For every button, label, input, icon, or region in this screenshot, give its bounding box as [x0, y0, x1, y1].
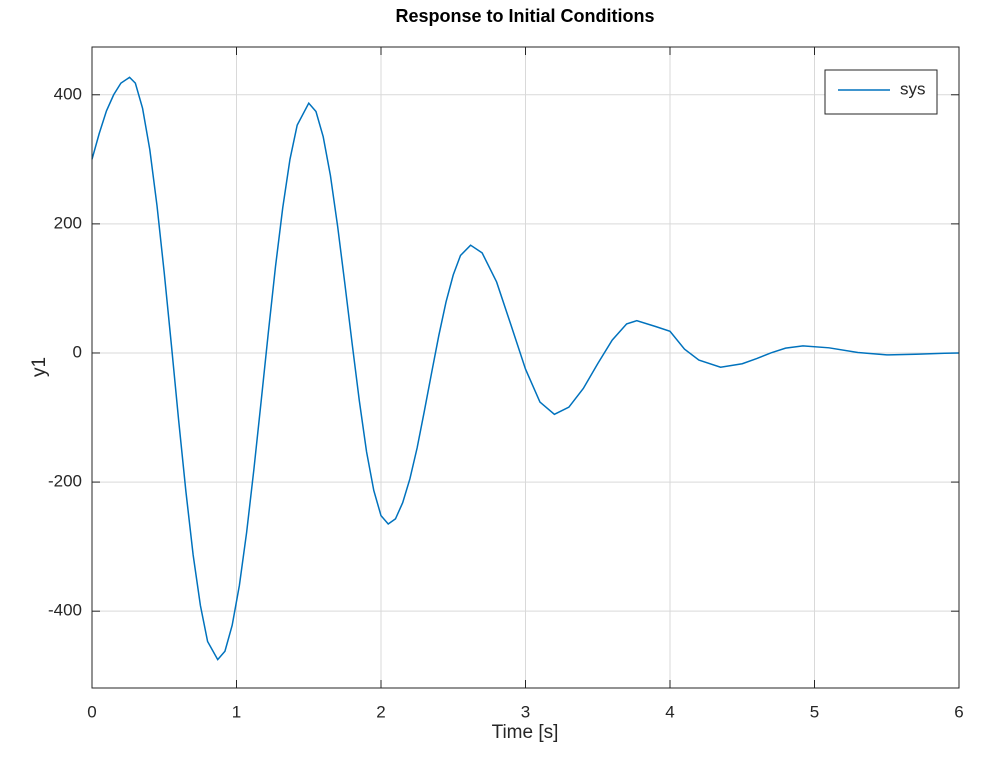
x-tick-label: 0 [87, 702, 96, 721]
y-tick-label: 0 [73, 342, 82, 361]
x-tick-label: 4 [665, 702, 674, 721]
chart-title: Response to Initial Conditions [395, 6, 654, 26]
grid-layer [91, 47, 960, 688]
x-tick-label: 6 [954, 702, 963, 721]
legend: sys [824, 69, 938, 115]
axes-box [91, 46, 960, 689]
y-axis-label: y1 [29, 357, 50, 377]
y-tick-label: -200 [48, 472, 82, 491]
data-line [91, 76, 960, 661]
y-tick-label: 200 [54, 213, 82, 232]
legend-label: sys [900, 79, 926, 98]
x-tick-label: 2 [376, 702, 385, 721]
x-axis-label: Time [s] [492, 722, 559, 743]
y-tick-label: -400 [48, 601, 82, 620]
x-tick-label: 3 [521, 702, 530, 721]
y-tick-label: 400 [54, 84, 82, 103]
x-tick-label: 1 [232, 702, 241, 721]
plot-layer [91, 76, 960, 661]
x-tick-label: 5 [810, 702, 819, 721]
legend-box [824, 69, 938, 115]
